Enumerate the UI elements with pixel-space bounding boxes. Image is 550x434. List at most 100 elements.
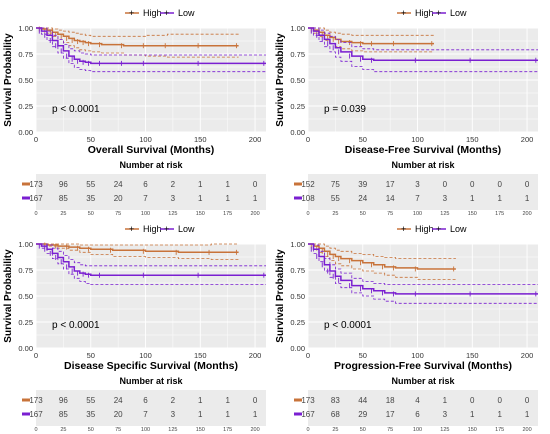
y-tick-label: 0.25 (290, 102, 305, 111)
y-axis-title: Survival Probability (3, 249, 14, 343)
ci-upper-line (308, 243, 456, 259)
risk-time-label: 25 (332, 211, 338, 217)
x-tick-label: 50 (87, 351, 95, 360)
risk-count: 6 (143, 396, 148, 405)
y-tick-label: 0.00 (290, 128, 305, 137)
legend-plus-mark: + (436, 224, 441, 234)
risk-time-label: 125 (440, 427, 449, 433)
risk-time-label: 150 (196, 211, 205, 217)
risk-count: 24 (114, 180, 123, 189)
series-low (308, 27, 538, 73)
legend-label: Low (178, 224, 195, 234)
x-tick-label: 100 (139, 135, 152, 144)
y-tick-label: 1.00 (290, 240, 305, 249)
ci-lower-line (36, 27, 266, 73)
risk-count: 1 (198, 180, 203, 189)
ci-lower-line (36, 243, 266, 285)
risk-table-background (36, 174, 266, 210)
risk-count: 55 (86, 396, 95, 405)
risk-table: 173 96 55 24 6 2 1 1 0 167 85 35 20 7 3 1 1 1 0 25 50 75 100 12… (22, 174, 266, 217)
y-tick-label: 0.00 (18, 344, 33, 353)
ci-lower-line (308, 243, 456, 280)
y-tick-label: 0.50 (18, 292, 33, 301)
risk-table-title: Number at risk (391, 160, 455, 170)
legend-label: High (415, 8, 434, 18)
risk-count: 35 (86, 194, 95, 203)
risk-time-label: 25 (60, 211, 66, 217)
risk-time-label: 50 (360, 427, 366, 433)
legend-plus-mark: + (129, 8, 134, 18)
y-tick-label: 0.75 (18, 266, 33, 275)
risk-time-label: 200 (250, 211, 259, 217)
x-tick-label: 100 (411, 351, 424, 360)
series-low (308, 243, 538, 304)
risk-count: 39 (358, 180, 367, 189)
x-tick-label: 200 (249, 351, 262, 360)
risk-count: 173 (29, 180, 43, 189)
risk-table-background (308, 390, 538, 426)
risk-count: 18 (386, 396, 395, 405)
risk-table: 152 75 39 17 3 0 0 0 0 108 55 24 14 7 3 1 1 1 0 25 50 75 100 12… (294, 174, 538, 217)
risk-time-label: 25 (60, 427, 66, 433)
gridlines (307, 243, 538, 349)
risk-time-label: 200 (522, 427, 531, 433)
x-axis-title: Progression-Free Survival (Months) (334, 360, 512, 372)
risk-count: 0 (470, 180, 475, 189)
risk-count: 1 (525, 194, 530, 203)
risk-time-label: 25 (332, 427, 338, 433)
ci-lower-line (36, 243, 239, 260)
risk-count: 24 (358, 194, 367, 203)
risk-time-label: 125 (168, 211, 177, 217)
risk-count: 1 (470, 410, 475, 419)
risk-count: 0 (497, 396, 502, 405)
y-tick-label: 0.75 (290, 266, 305, 275)
y-axis-title: Survival Probability (3, 33, 14, 127)
risk-count: 1 (497, 410, 502, 419)
risk-count: 0 (525, 396, 530, 405)
x-tick-label: 0 (306, 351, 310, 360)
risk-time-label: 175 (223, 211, 232, 217)
risk-time-label: 100 (141, 427, 150, 433)
y-tick-label: 0.50 (18, 76, 33, 85)
risk-time-label: 100 (413, 211, 422, 217)
risk-count: 55 (331, 194, 340, 203)
risk-time-label: 150 (468, 211, 477, 217)
risk-count: 1 (225, 410, 230, 419)
legend-plus-mark: + (401, 224, 406, 234)
x-tick-label: 200 (249, 135, 262, 144)
risk-table-title: Number at risk (119, 376, 183, 386)
risk-count: 20 (114, 410, 123, 419)
ci-lower-line (308, 243, 538, 304)
y-tick-label: 1.00 (18, 240, 33, 249)
risk-time-label: 75 (115, 427, 121, 433)
risk-time-label: 200 (250, 427, 259, 433)
risk-count: 3 (415, 180, 420, 189)
risk-time-label: 75 (387, 211, 393, 217)
risk-count: 17 (386, 410, 395, 419)
series-low (36, 27, 266, 73)
risk-count: 29 (358, 410, 367, 419)
risk-table-title: Number at risk (391, 376, 455, 386)
legend: + High + Low (397, 8, 467, 18)
risk-count: 167 (29, 194, 43, 203)
x-tick-label: 0 (34, 351, 38, 360)
x-axis-title: Overall Survival (Months) (88, 144, 215, 156)
x-tick-label: 100 (411, 135, 424, 144)
risk-count: 108 (301, 194, 315, 203)
p-value-label: p < 0.0001 (324, 320, 372, 331)
risk-table: 173 96 55 24 6 2 1 1 0 167 85 35 20 7 3 1 1 1 0 25 50 75 100 12… (22, 390, 266, 433)
y-tick-label: 0.25 (18, 102, 33, 111)
legend-plus-mark: + (401, 8, 406, 18)
legend-plus-mark: + (436, 8, 441, 18)
risk-count: 1 (497, 194, 502, 203)
x-tick-label: 50 (359, 135, 367, 144)
risk-table-title: Number at risk (119, 160, 183, 170)
risk-count: 173 (301, 396, 315, 405)
legend: + High + Low (125, 8, 195, 18)
risk-time-label: 150 (196, 427, 205, 433)
x-tick-label: 150 (194, 351, 207, 360)
risk-time-label: 200 (522, 211, 531, 217)
